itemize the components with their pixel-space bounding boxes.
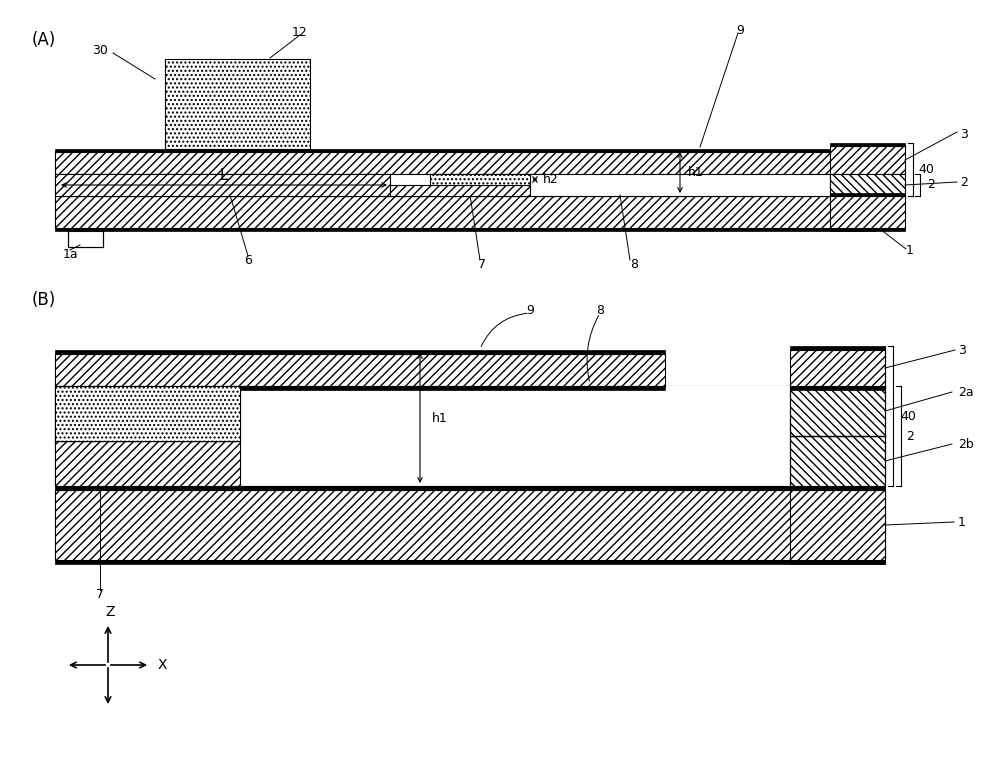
Text: h2: h2 — [189, 407, 205, 420]
Text: 2: 2 — [906, 430, 914, 443]
Bar — [830, 146, 905, 174]
Bar — [55, 174, 830, 196]
Text: 3: 3 — [958, 343, 966, 357]
Bar — [790, 386, 885, 390]
Text: 1: 1 — [958, 515, 966, 528]
Bar — [790, 346, 885, 350]
Bar — [790, 560, 885, 564]
Text: 2: 2 — [960, 176, 968, 189]
Bar — [55, 174, 390, 196]
Bar — [390, 185, 530, 196]
Text: 40: 40 — [918, 163, 934, 176]
Bar — [55, 386, 790, 486]
Bar — [55, 354, 665, 386]
Bar — [55, 350, 665, 354]
Text: 6: 6 — [244, 253, 252, 266]
Bar — [830, 174, 905, 196]
Bar — [55, 228, 875, 231]
Text: 9: 9 — [526, 303, 534, 316]
Bar — [55, 386, 240, 441]
Bar — [830, 143, 905, 146]
Text: 9: 9 — [736, 24, 744, 36]
Text: h1: h1 — [688, 166, 704, 179]
Bar — [55, 152, 830, 174]
Bar — [790, 490, 885, 560]
Text: 30: 30 — [92, 43, 108, 56]
Bar — [790, 350, 885, 386]
Bar — [55, 149, 830, 152]
Text: Z: Z — [105, 605, 115, 619]
Bar — [790, 386, 885, 436]
Text: L: L — [220, 169, 228, 183]
Text: X: X — [157, 658, 167, 672]
Bar — [430, 174, 530, 185]
Bar — [790, 486, 885, 490]
Text: 40: 40 — [900, 410, 916, 423]
Bar — [830, 193, 905, 196]
Text: h2: h2 — [543, 173, 559, 186]
Bar — [55, 386, 665, 390]
Text: 1a: 1a — [62, 247, 78, 260]
Bar — [830, 228, 905, 231]
Bar — [790, 436, 885, 486]
Bar — [55, 196, 875, 228]
Text: h1: h1 — [432, 411, 448, 424]
Text: (A): (A) — [32, 31, 56, 49]
Bar — [55, 386, 240, 486]
Text: 2b: 2b — [958, 437, 974, 450]
Bar — [55, 174, 830, 177]
Text: 1: 1 — [906, 243, 914, 256]
Bar — [830, 196, 905, 228]
Bar — [68, 231, 103, 247]
Bar — [55, 486, 885, 490]
Text: (B): (B) — [32, 291, 56, 309]
Bar — [55, 560, 885, 564]
Text: 8: 8 — [630, 257, 638, 270]
Bar — [830, 196, 905, 198]
Text: 7: 7 — [478, 257, 486, 270]
Bar — [55, 490, 885, 560]
Bar — [165, 59, 310, 149]
Text: 2a: 2a — [958, 386, 974, 399]
Text: 7: 7 — [96, 588, 104, 601]
Text: 12: 12 — [292, 25, 308, 38]
Bar — [55, 193, 875, 196]
Bar — [240, 386, 790, 486]
Text: 3: 3 — [960, 128, 968, 140]
Text: 8: 8 — [596, 303, 604, 316]
Text: 2: 2 — [927, 179, 935, 192]
